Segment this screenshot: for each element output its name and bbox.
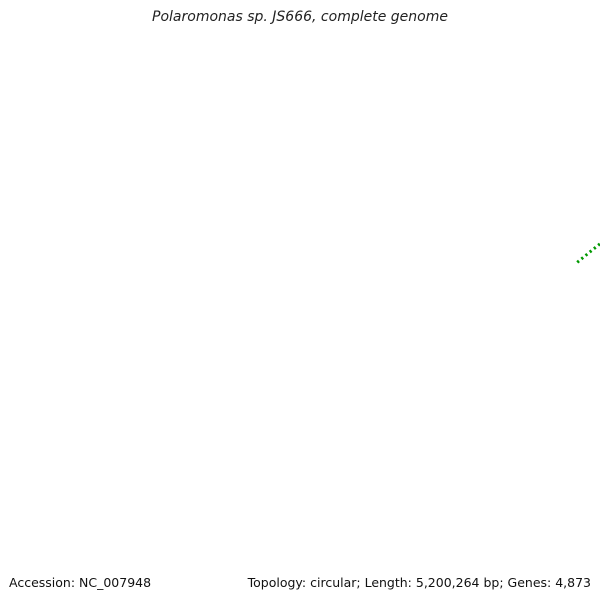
tick-mark: [588, 249, 593, 254]
tick-mark: [584, 252, 589, 257]
outer-tick-ring: [576, 242, 600, 264]
map-title: Polaromonas sp. JS666, complete genome: [152, 9, 448, 25]
tick-mark: [580, 256, 585, 261]
genome-summary: Topology: circular; Length: 5,200,264 bp…: [243, 575, 591, 590]
tick-mark: [593, 246, 597, 250]
accession-text: Accession: NC_007948: [9, 575, 156, 590]
tick-mark: [576, 259, 580, 264]
